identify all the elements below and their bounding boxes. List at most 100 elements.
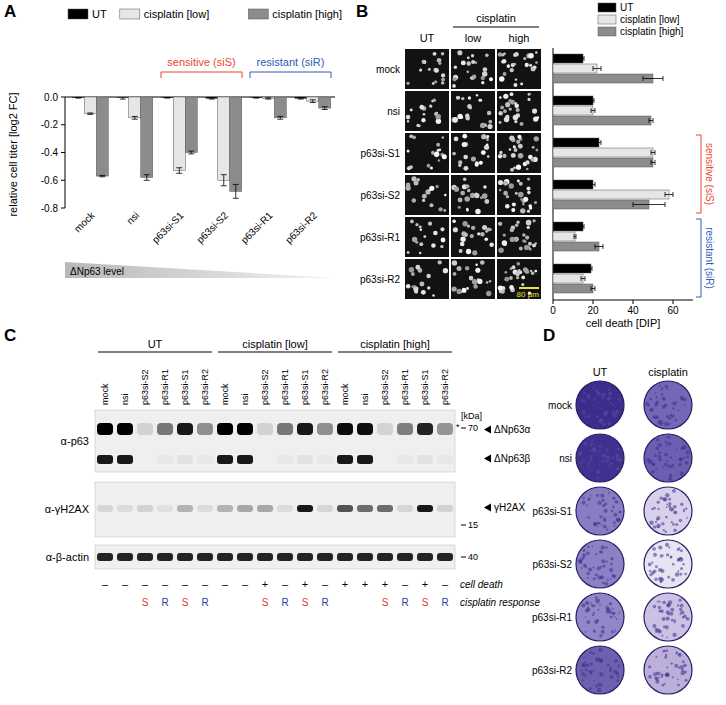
colony <box>658 451 661 454</box>
colony <box>685 461 689 465</box>
colony <box>617 448 620 451</box>
colony <box>599 550 602 553</box>
nucleus <box>412 198 416 202</box>
colony <box>680 549 683 552</box>
nucleus <box>519 182 523 186</box>
colony <box>612 505 614 507</box>
x-axis <box>553 300 693 301</box>
blot-band <box>377 423 393 435</box>
nucleus <box>470 234 474 238</box>
colony <box>657 500 660 503</box>
colony <box>596 619 599 622</box>
nucleus <box>487 111 491 115</box>
colony <box>665 385 668 388</box>
colony <box>603 412 607 416</box>
group-line <box>98 352 212 353</box>
colony <box>666 444 668 446</box>
blot-band <box>197 505 213 512</box>
row-label: nsi <box>387 106 400 117</box>
lane-label: mock <box>220 383 230 405</box>
x-tick-label: 20 <box>587 305 599 316</box>
scale-bar-label: 80 µm <box>517 290 540 299</box>
colony <box>666 610 670 614</box>
response-mark: R <box>281 597 288 608</box>
legend-label: UT <box>620 2 633 13</box>
colony <box>602 423 606 427</box>
nucleus <box>484 237 488 241</box>
nucleus <box>460 191 465 196</box>
colony <box>683 614 687 618</box>
colony <box>677 559 680 562</box>
colony <box>666 636 668 638</box>
nucleus <box>457 114 462 119</box>
nucleus <box>531 272 535 276</box>
blot-band <box>297 423 313 435</box>
colony <box>665 493 670 498</box>
colony <box>606 459 610 463</box>
blot-row-label: α-β-actin <box>46 551 89 563</box>
cell-death-mark: – <box>182 578 189 590</box>
nucleus <box>522 233 525 236</box>
colony <box>656 526 659 529</box>
x-tick-label: p63si-R2 <box>283 209 319 245</box>
annotation-row-label: cisplatin response <box>460 597 540 608</box>
bracket <box>161 72 242 78</box>
culture-plate <box>576 540 624 588</box>
colony <box>600 494 604 498</box>
bar <box>129 97 141 118</box>
colony <box>686 450 690 454</box>
nucleus <box>406 284 410 288</box>
colony <box>656 672 658 674</box>
colony <box>599 634 602 637</box>
annotation: resistant (siR) <box>704 227 715 289</box>
colony <box>680 567 683 570</box>
colony <box>604 509 608 513</box>
nucleus <box>422 194 427 199</box>
error-bar <box>643 76 663 81</box>
nucleus <box>464 196 470 202</box>
nucleus <box>452 260 457 265</box>
colony <box>616 467 619 470</box>
colony <box>613 669 617 673</box>
nucleus <box>486 138 489 141</box>
nucleus <box>511 208 515 212</box>
band-arrow <box>484 455 491 463</box>
nucleus <box>466 249 471 254</box>
nucleus <box>428 222 432 226</box>
nucleus <box>441 52 445 56</box>
colony <box>663 423 665 425</box>
nucleus <box>459 249 463 253</box>
nucleus <box>438 260 442 264</box>
error-bar <box>591 108 595 113</box>
colony <box>663 398 665 400</box>
error-bar <box>591 286 595 291</box>
nucleus <box>430 166 433 169</box>
nucleus <box>525 63 529 67</box>
nucleus <box>520 208 525 213</box>
colony <box>674 664 678 668</box>
colony <box>590 670 593 673</box>
colony <box>614 501 617 504</box>
band-arrow <box>484 504 491 512</box>
colony <box>592 447 596 451</box>
colony <box>596 407 598 409</box>
nucleus <box>475 163 479 167</box>
colony <box>680 471 684 475</box>
colony <box>678 463 682 467</box>
error-bar <box>265 98 271 99</box>
nucleus <box>508 183 513 188</box>
nucleus <box>412 135 416 139</box>
colony <box>680 611 684 615</box>
colony <box>601 392 605 396</box>
colony <box>676 652 678 654</box>
y-axis <box>553 48 554 300</box>
marker-dash <box>461 525 466 526</box>
colony <box>588 670 590 672</box>
nucleus <box>409 267 414 272</box>
response-mark: S <box>262 597 269 608</box>
colony <box>679 457 683 461</box>
nucleus <box>505 115 509 119</box>
cell-death-mark: – <box>402 578 409 590</box>
error-bar <box>233 184 239 198</box>
colony <box>608 422 612 426</box>
